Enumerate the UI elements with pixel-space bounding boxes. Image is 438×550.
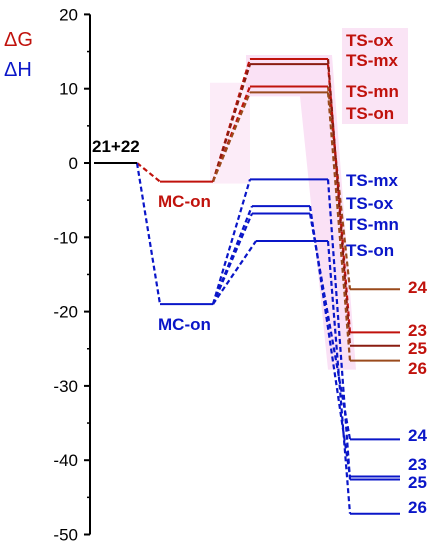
- ts-to-product-dh-line: [326, 240, 352, 514]
- reactant-to-mc-dg: [136, 162, 161, 183]
- mc-to-ts-dh-line: [212, 240, 257, 305]
- ts-to-product-dh-line: [326, 179, 352, 480]
- mc-to-ts-dg-line: [211, 63, 252, 182]
- y-tick-label: -30: [53, 377, 78, 396]
- ts-label-glow: [342, 28, 408, 124]
- ts-dg-label: TS-mn: [346, 82, 399, 101]
- y-tick-label: 0: [69, 154, 78, 173]
- dg-highlight-glow: [246, 54, 356, 370]
- ts-to-product-dg-line: [326, 92, 352, 361]
- highlight-glow-layer: [210, 28, 408, 370]
- y-tick-label: 20: [59, 5, 78, 24]
- product-dh-label: 24: [408, 426, 427, 445]
- ts-dh-label: TS-ox: [346, 194, 394, 213]
- mc-to-ts-dh-line: [211, 213, 254, 305]
- energy-axis: 20 10 0 -10 -20 -30 -40 -50: [53, 5, 91, 545]
- mc-to-ts-dh-line: [211, 179, 252, 305]
- mc-to-ts-dg-line: [211, 91, 252, 182]
- reactant-to-mc-dh: [135, 162, 162, 305]
- ts-dg-label: TS-mx: [346, 51, 399, 70]
- y-tick-label: -20: [53, 303, 78, 322]
- mc-dg-label: MC-on: [158, 192, 211, 211]
- y-tick-label: -50: [53, 526, 78, 545]
- product-dh-label: 25: [408, 473, 427, 492]
- ts-dh-label: TS-mx: [346, 171, 399, 190]
- mc-dh-label: MC-on: [158, 315, 211, 334]
- ts-dh-label: TS-mn: [346, 215, 399, 234]
- y-tick-label: -10: [53, 228, 78, 247]
- product-dh-label: 26: [408, 498, 427, 517]
- level-labels: 21+22MC-onMC-onTS-oxTS-mxTS-mnTS-onTS-mx…: [92, 31, 427, 517]
- y-tick-label: -40: [53, 451, 78, 470]
- energy-levels: [94, 57, 400, 515]
- ts-to-product-dh-line: [308, 213, 352, 440]
- ts-dg-label: TS-on: [346, 104, 394, 123]
- product-dg-label: 23: [408, 321, 427, 340]
- mc-ts-glow: [210, 82, 250, 184]
- product-dg-label: 25: [408, 339, 427, 358]
- product-dg-label: 24: [408, 278, 427, 297]
- product-dg-label: 26: [408, 359, 427, 378]
- ts-dh-label: TS-on: [346, 241, 394, 260]
- product-dh-label: 23: [408, 455, 427, 474]
- ts-to-product-dh-line: [308, 205, 352, 477]
- ts-dg-label: TS-ox: [346, 31, 394, 50]
- pathway-lines: [135, 58, 352, 514]
- reactant-label: 21+22: [92, 137, 140, 156]
- legend-dg-label: ΔG: [4, 29, 33, 51]
- y-tick-label: 10: [59, 80, 78, 99]
- legend-dh-label: ΔH: [4, 59, 32, 81]
